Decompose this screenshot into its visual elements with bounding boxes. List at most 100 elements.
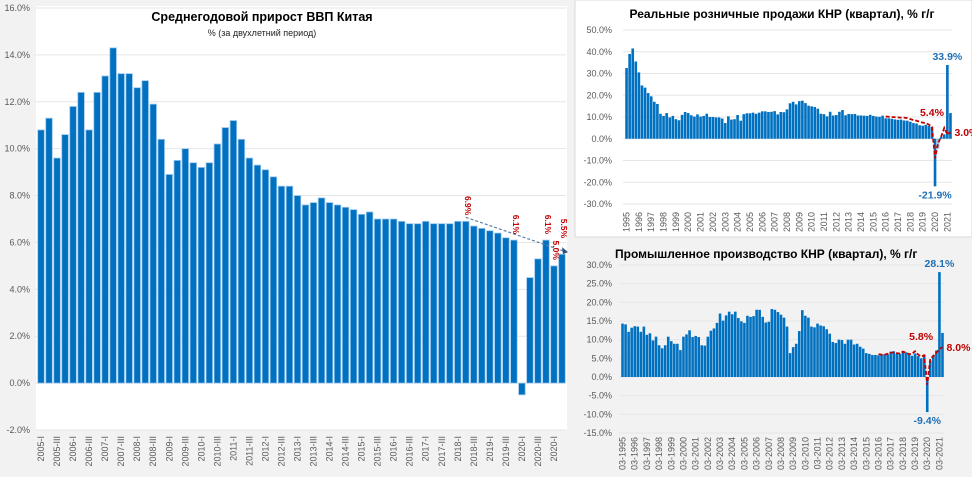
x-tick-label: 2007-I bbox=[100, 436, 110, 462]
x-tick-label: 2007 bbox=[770, 212, 780, 232]
y-tick-label: 6.0% bbox=[9, 237, 30, 247]
bar bbox=[213, 143, 222, 384]
x-tick-label: 03-2011 bbox=[813, 437, 823, 469]
bar bbox=[691, 337, 694, 377]
bar bbox=[816, 108, 820, 139]
x-tick-label: 1995 bbox=[622, 212, 632, 232]
bar bbox=[822, 114, 826, 139]
bar bbox=[550, 265, 558, 384]
bar bbox=[760, 111, 764, 139]
bar bbox=[717, 117, 721, 139]
bar bbox=[181, 148, 189, 384]
bar bbox=[865, 353, 868, 377]
y-tick-label: 0.0% bbox=[591, 134, 612, 144]
bar bbox=[697, 337, 700, 377]
x-tick-label: 2005-I bbox=[36, 436, 46, 462]
x-tick-label: 2018 bbox=[905, 212, 915, 232]
bar bbox=[703, 345, 707, 377]
bar bbox=[942, 134, 946, 139]
x-tick-label: 2010-I bbox=[196, 436, 206, 462]
bar bbox=[636, 326, 640, 377]
bar bbox=[109, 47, 117, 384]
x-tick-label: 2015 bbox=[868, 212, 878, 232]
bar bbox=[779, 111, 783, 139]
bar bbox=[293, 195, 302, 384]
bar bbox=[101, 75, 109, 384]
x-tick-label: 03-1999 bbox=[666, 437, 676, 470]
bar bbox=[494, 232, 502, 384]
bar bbox=[898, 353, 902, 377]
bar bbox=[816, 323, 819, 377]
bar bbox=[53, 157, 61, 384]
bar bbox=[640, 85, 644, 139]
x-tick-label: 03-2017 bbox=[886, 437, 896, 470]
bar bbox=[838, 111, 841, 139]
bar bbox=[173, 159, 181, 384]
bar bbox=[801, 100, 804, 139]
bar bbox=[785, 326, 789, 377]
x-tick-label: 2013-I bbox=[292, 436, 302, 462]
bar bbox=[718, 313, 722, 377]
x-tick-label: 2008-I bbox=[132, 436, 142, 462]
x-tick-label: 2010 bbox=[807, 212, 817, 232]
bar bbox=[652, 101, 656, 139]
bar bbox=[887, 118, 891, 139]
bar bbox=[916, 356, 920, 377]
x-tick-label: 2020-I bbox=[549, 436, 559, 462]
x-tick-label: 2020 bbox=[930, 212, 940, 232]
bar bbox=[526, 277, 534, 384]
data-label: 5.8% bbox=[909, 331, 934, 343]
bar bbox=[221, 127, 230, 384]
bar bbox=[660, 348, 664, 377]
bar bbox=[730, 119, 733, 139]
x-tick-label: 2003 bbox=[720, 212, 730, 232]
bar bbox=[705, 113, 709, 139]
bar bbox=[736, 115, 739, 139]
bar bbox=[896, 119, 900, 139]
bar bbox=[269, 176, 278, 384]
bar bbox=[341, 206, 350, 384]
bar bbox=[723, 123, 727, 139]
x-tick-label: 2000 bbox=[683, 212, 693, 232]
bar bbox=[454, 220, 462, 384]
bar bbox=[852, 344, 856, 377]
bar bbox=[797, 331, 801, 377]
bar bbox=[856, 115, 860, 139]
bar bbox=[828, 333, 832, 377]
bar bbox=[804, 315, 807, 377]
bar bbox=[715, 322, 719, 377]
bar bbox=[627, 331, 630, 377]
bar bbox=[648, 333, 652, 377]
data-label: 3.0% bbox=[954, 127, 972, 139]
bar bbox=[855, 343, 859, 377]
bar bbox=[928, 360, 932, 377]
industry-chart-title: Промышленное производство КНР (квартал),… bbox=[615, 247, 917, 261]
bar bbox=[478, 227, 486, 384]
bar bbox=[534, 258, 542, 384]
bar bbox=[907, 354, 911, 377]
bar bbox=[899, 119, 903, 139]
x-tick-label: 1999 bbox=[671, 212, 681, 232]
retail-chart-title: Реальные розничные продажи КНР (квартал)… bbox=[630, 7, 935, 21]
bar bbox=[189, 162, 197, 384]
bar bbox=[881, 115, 884, 139]
y-tick-label: 25.0% bbox=[586, 279, 612, 289]
y-tick-label: 5.0% bbox=[591, 353, 612, 363]
x-tick-label: 2017-III bbox=[437, 436, 447, 467]
bar bbox=[893, 119, 897, 139]
bar bbox=[69, 106, 77, 384]
bar bbox=[724, 315, 728, 377]
bar bbox=[462, 220, 470, 384]
bar bbox=[406, 223, 414, 384]
y-tick-label: 14.0% bbox=[4, 50, 30, 60]
x-tick-label: 03-2016 bbox=[873, 437, 883, 470]
bar bbox=[740, 321, 743, 377]
bar bbox=[125, 73, 133, 384]
data-label: 28.1% bbox=[925, 258, 955, 270]
bar bbox=[884, 118, 887, 139]
bar bbox=[930, 126, 934, 139]
x-tick-label: 2002 bbox=[708, 212, 718, 232]
x-tick-label: 03-2010 bbox=[800, 437, 810, 470]
bar bbox=[730, 314, 734, 377]
bar bbox=[700, 345, 704, 377]
